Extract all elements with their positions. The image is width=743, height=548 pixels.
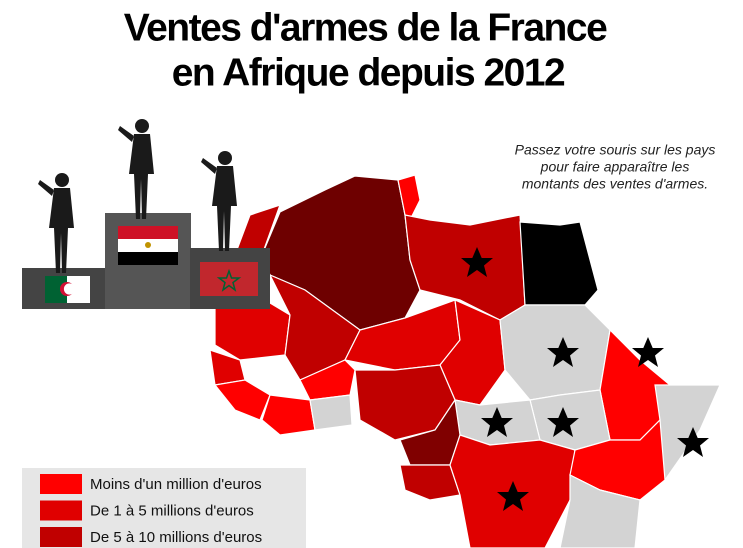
legend-label: De 5 à 10 millions d'euros [90,529,262,546]
flag-egypt [118,226,178,265]
flag-algeria [45,276,90,303]
flag-morocco [200,262,258,296]
title-line: en Afrique depuis 2012 [172,51,565,94]
title-line: Ventes d'armes de la France [124,6,607,49]
soldiers [38,119,237,273]
burkina[interactable] [299,359,356,401]
note-line: pour faire apparaître les [540,159,690,175]
egypt[interactable] [519,221,599,306]
ghana-togo[interactable] [309,394,353,431]
legend-swatch [40,474,82,494]
legend-swatch [40,500,82,521]
gabon-congo[interactable] [399,464,461,501]
legend-label: De 1 à 5 millions d'euros [90,502,254,519]
note-line: montants des ventes d'armes. [522,176,708,192]
legend-swatch [40,527,82,547]
tanzania[interactable] [559,474,641,548]
cote-divoire[interactable] [261,394,316,436]
legend-label: Moins d'un million d'euros [90,476,262,493]
tunisia[interactable] [397,174,421,222]
guinea[interactable] [213,379,271,421]
note-line: Passez votre souris sur les pays [515,142,716,158]
legend: Moins d'un million d'euros De 1 à 5 milli… [40,474,262,547]
podium [22,119,270,309]
